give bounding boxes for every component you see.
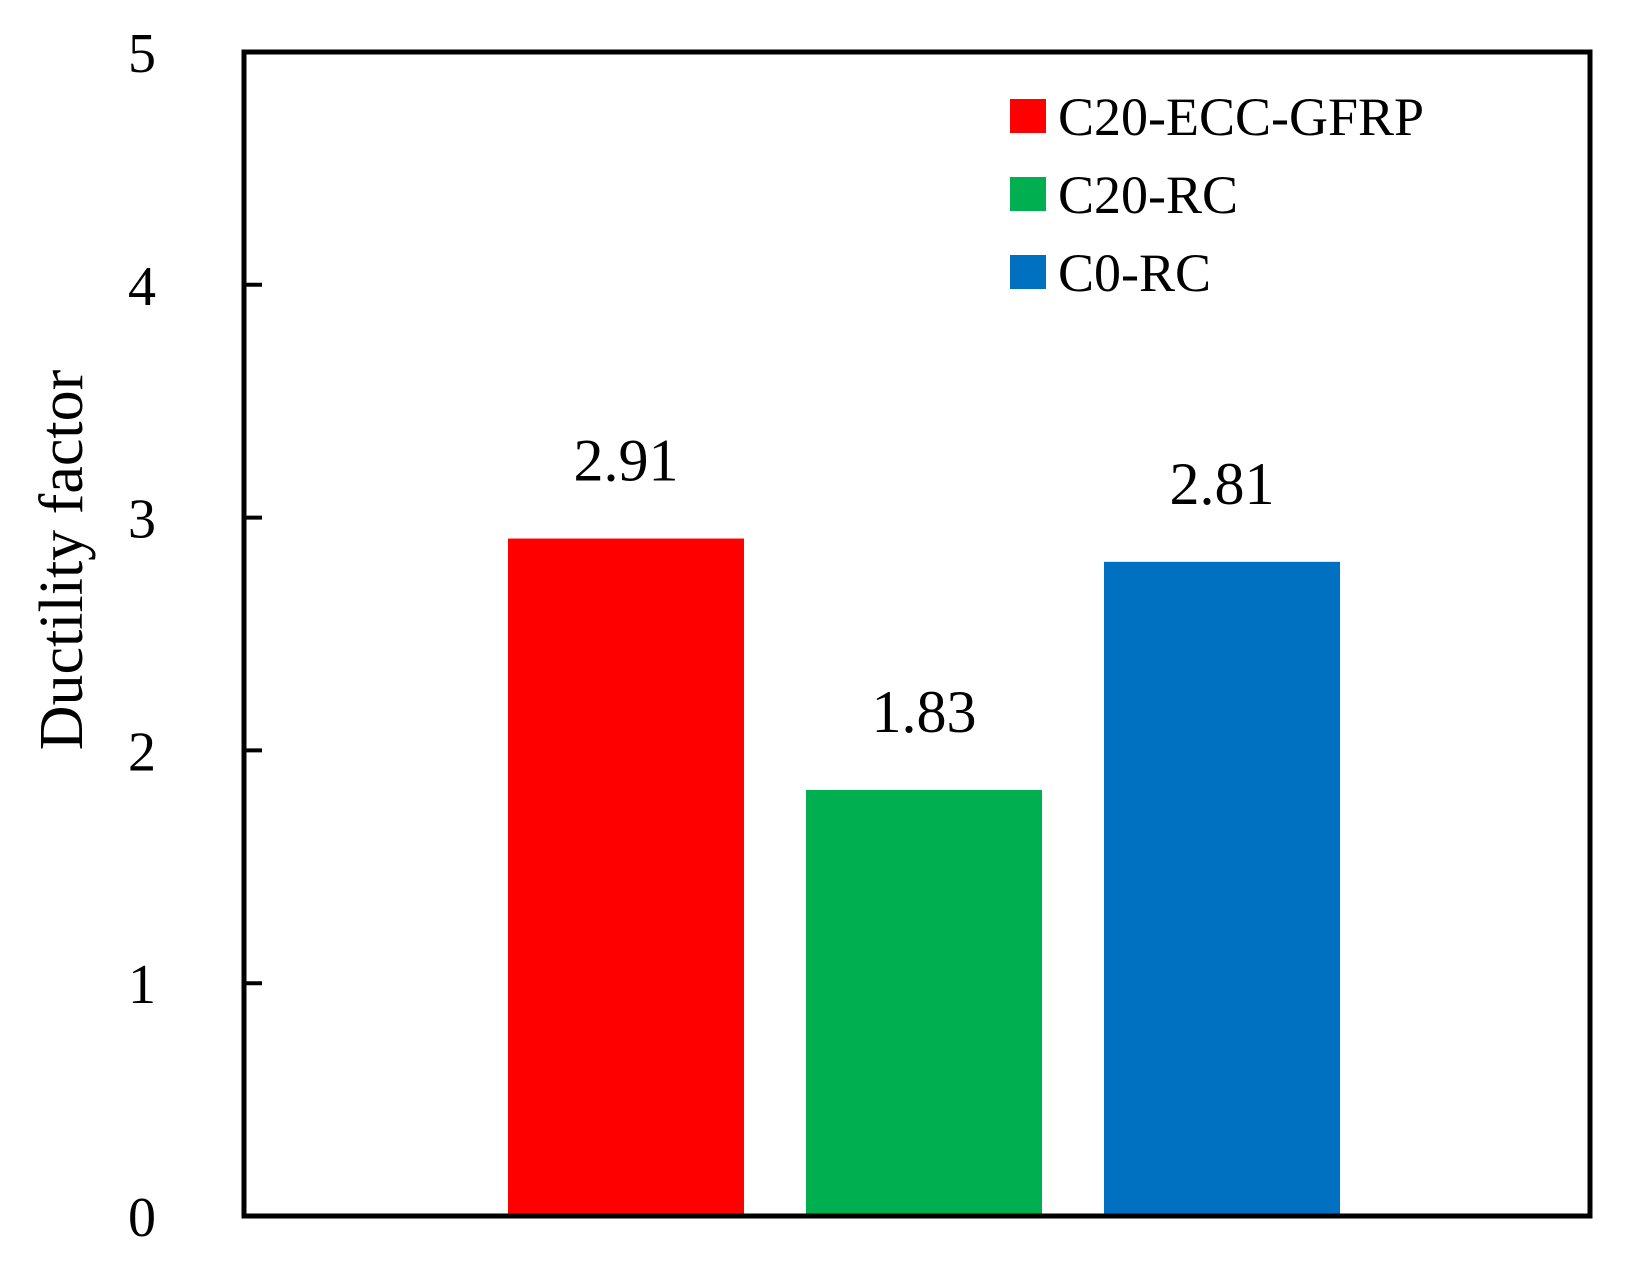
y-tick-label: 5	[128, 23, 156, 85]
bar-c0-rc	[1104, 561, 1340, 1216]
y-axis-title: Ductility factor	[28, 369, 96, 750]
bar-c20-ecc-gfrp	[508, 538, 744, 1216]
legend-swatch	[1010, 177, 1046, 211]
legend-label: C0-RC	[1058, 243, 1211, 303]
legend-swatch	[1010, 255, 1046, 289]
bars-layer	[508, 538, 1340, 1216]
y-tick-label: 0	[128, 1187, 156, 1249]
y-tick-label: 2	[128, 721, 156, 783]
legend-swatch	[1010, 99, 1046, 133]
y-tick-label: 3	[128, 489, 156, 551]
value-labels-layer: 2.91 1.83 2.81	[574, 428, 1275, 745]
y-tick-label: 4	[128, 256, 156, 318]
y-axis-ticks: 0 1 2 3 4 5	[128, 23, 262, 1249]
legend-label: C20-RC	[1058, 165, 1238, 225]
bar-c20-rc	[806, 789, 1042, 1216]
y-tick-label: 1	[128, 954, 156, 1016]
bar-value-label: 2.91	[574, 428, 679, 494]
bar-value-label: 1.83	[872, 679, 977, 745]
legend-label: C20-ECC-GFRP	[1058, 87, 1424, 147]
plot-frame	[241, 49, 1593, 1219]
bar-value-label: 2.81	[1170, 451, 1275, 517]
legend: C20-ECC-GFRP C20-RC C0-RC	[1010, 87, 1424, 303]
